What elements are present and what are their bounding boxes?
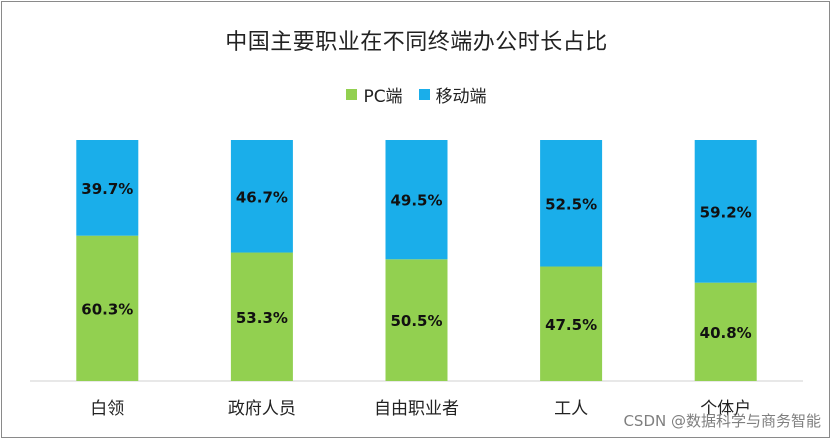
data-label-pc-4: 40.8% <box>700 324 752 342</box>
bar-mobile-1 <box>230 140 293 253</box>
x-tick-label-0: 白领 <box>90 399 124 419</box>
x-tick-label-4: 个体户 <box>700 399 751 419</box>
bar-pc-3 <box>540 266 603 381</box>
legend-label-pc: PC端 <box>363 87 403 107</box>
bar-pc-0 <box>76 235 139 381</box>
bar-pc-4 <box>694 282 757 381</box>
bar-mobile-2 <box>385 140 448 260</box>
watermark: CSDN @数据科学与商务智能 <box>623 412 821 430</box>
legend-swatch-mobile <box>418 89 430 100</box>
chart-legend: PC端 移动端 <box>0 82 833 107</box>
data-label-mobile-2: 49.5% <box>390 192 442 210</box>
legend-item-mobile: 移动端 <box>418 82 487 107</box>
legend-item-pc: PC端 <box>346 82 403 107</box>
data-label-mobile-0: 39.7% <box>81 180 133 198</box>
bar-mobile-3 <box>540 140 603 267</box>
x-tick-label-3: 工人 <box>554 399 588 419</box>
data-label-pc-3: 47.5% <box>545 316 597 334</box>
bar-mobile-4 <box>694 140 757 283</box>
legend-label-mobile: 移动端 <box>435 87 487 107</box>
bar-pc-1 <box>230 252 293 381</box>
data-label-pc-0: 60.3% <box>81 300 133 318</box>
data-label-pc-2: 50.5% <box>390 312 442 330</box>
data-label-mobile-3: 52.5% <box>545 195 597 213</box>
bar-mobile-0 <box>76 140 139 236</box>
x-tick-label-2: 自由职业者 <box>374 399 459 419</box>
bar-pc-2 <box>385 259 448 381</box>
x-tick-label-1: 政府人员 <box>228 399 296 419</box>
data-label-mobile-4: 59.2% <box>700 203 752 221</box>
chart-title: 中国主要职业在不同终端办公时长占比 <box>225 30 608 55</box>
legend-swatch-pc <box>346 89 358 100</box>
data-label-mobile-1: 46.7% <box>236 188 288 206</box>
data-label-pc-1: 53.3% <box>236 309 288 327</box>
